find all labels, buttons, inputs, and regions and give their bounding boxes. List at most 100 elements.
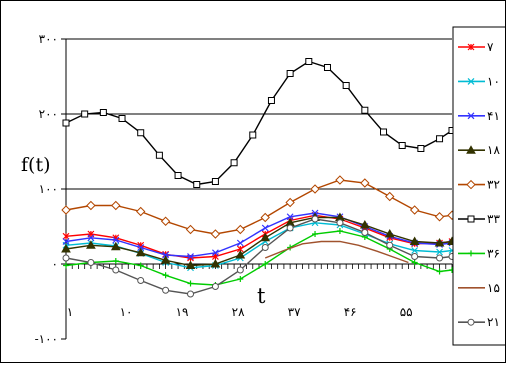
- x-tick-label: ۱۰: [120, 305, 133, 319]
- data-point: [436, 248, 443, 256]
- legend-entry: ۱۸: [458, 143, 500, 157]
- legend-label: ۷: [487, 40, 494, 54]
- legend: ۷ ۱۰ ۴۱ ۱۸ ۳۲ ۳۳ ۳۶ ۱۵ ۲۱: [452, 26, 506, 346]
- series-line: [264, 240, 409, 264]
- data-point: [87, 259, 95, 266]
- data-point: [86, 240, 96, 249]
- data-point: [86, 200, 96, 211]
- data-point: [235, 224, 246, 235]
- data-point: [305, 58, 313, 65]
- data-point: [236, 266, 244, 274]
- data-point: [466, 179, 476, 190]
- series-8: [264, 240, 409, 264]
- data-point: [210, 229, 221, 239]
- data-point: [62, 119, 70, 127]
- data-point: [162, 251, 170, 259]
- data-point: [61, 243, 71, 253]
- data-point: [87, 234, 95, 242]
- data-point: [185, 224, 196, 235]
- data-point: [61, 205, 71, 215]
- data-point: [361, 229, 369, 236]
- legend-entry: ۳۲: [458, 178, 500, 192]
- data-point: [261, 224, 269, 232]
- data-point: [361, 106, 369, 114]
- data-point: [112, 266, 120, 274]
- data-point: [211, 178, 219, 185]
- data-point: [237, 276, 244, 282]
- y-tick-label: ۲۰۰: [39, 107, 58, 121]
- legend-label: ۱۵: [487, 281, 500, 295]
- x-tick-label: ۲۸: [232, 305, 245, 319]
- data-point: [336, 228, 343, 234]
- data-point: [311, 215, 319, 223]
- data-point: [436, 268, 443, 275]
- series-4: [61, 212, 457, 269]
- data-point: [249, 131, 257, 139]
- data-point: [137, 277, 145, 284]
- data-point: [211, 283, 219, 290]
- legend-entry: ۴۱: [458, 109, 500, 123]
- series-line: [65, 60, 453, 186]
- data-point: [436, 135, 444, 143]
- legend-label: ۱۰: [487, 74, 500, 88]
- data-point: [411, 247, 419, 254]
- data-point: [162, 286, 170, 294]
- data-point: [386, 241, 394, 249]
- legend-entry: ۳۶: [458, 246, 500, 260]
- x-tick-label: ۵۵: [400, 305, 413, 319]
- legend-label: ۴۱: [487, 109, 500, 123]
- data-point: [260, 212, 270, 223]
- data-point: [286, 213, 294, 221]
- data-point: [436, 254, 444, 262]
- data-point: [409, 236, 420, 245]
- data-point: [466, 145, 476, 154]
- data-point: [137, 262, 144, 269]
- data-point: [359, 219, 370, 229]
- x-tick-label: ۱۹: [176, 305, 189, 319]
- data-point: [62, 232, 70, 240]
- data-point: [360, 178, 370, 188]
- x-tick-label: ۴۶: [344, 305, 357, 319]
- legend-entry: ۲۱: [458, 315, 500, 329]
- y-tick-label: ۱۰۰: [39, 182, 58, 196]
- data-point: [187, 290, 195, 298]
- data-point: [417, 145, 425, 152]
- y-tick-label: ۳۰۰: [39, 32, 58, 46]
- legend-label: ۲۱: [487, 315, 500, 329]
- data-point: [434, 212, 445, 222]
- series-9: [62, 215, 456, 298]
- series-5: [61, 175, 457, 239]
- data-point: [118, 115, 126, 122]
- data-point: [380, 128, 388, 136]
- legend-box: [452, 26, 506, 346]
- data-point: [111, 200, 121, 211]
- data-point: [398, 142, 406, 149]
- data-point: [409, 205, 420, 215]
- x-tick-labels: ۱ ۱۰ ۱۹ ۲۸ ۳۷ ۴۶ ۵۵: [67, 305, 413, 319]
- data-point: [112, 258, 119, 264]
- series-6: [62, 58, 456, 188]
- data-point: [336, 219, 344, 227]
- data-point: [81, 110, 89, 118]
- data-point: [267, 97, 275, 104]
- data-point: [62, 254, 70, 262]
- data-point: [261, 244, 269, 251]
- data-point: [135, 247, 146, 257]
- data-point: [137, 129, 145, 137]
- series-layer: [61, 58, 457, 298]
- data-point: [260, 232, 271, 242]
- data-point: [411, 259, 418, 266]
- legend-entry: ۷: [458, 40, 494, 54]
- legend-entry: ۱۵: [458, 281, 500, 295]
- data-point: [312, 231, 319, 237]
- data-point: [262, 261, 269, 267]
- legend-entry: ۳۳: [458, 212, 500, 226]
- data-point: [467, 77, 475, 85]
- data-point: [62, 238, 70, 245]
- data-point: [467, 112, 475, 120]
- data-point: [235, 249, 246, 259]
- data-point: [285, 197, 295, 208]
- x-axis-label: t: [257, 284, 266, 308]
